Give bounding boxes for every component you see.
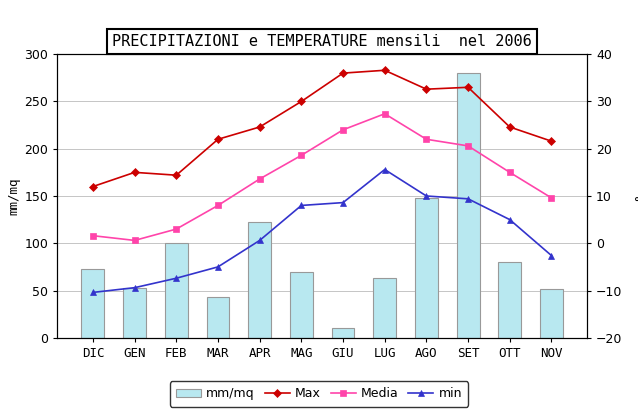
Bar: [248, 221, 271, 338]
Bar: [498, 262, 521, 338]
Y-axis label: mm/mq: mm/mq: [8, 177, 20, 215]
Title: PRECIPITAZIONI e TEMPERATURE mensili  nel 2006: PRECIPITAZIONI e TEMPERATURE mensili nel…: [112, 34, 532, 49]
Legend: mm/mq, Max, Media, min: mm/mq, Max, Media, min: [170, 381, 468, 407]
Bar: [290, 271, 313, 338]
Bar: [457, 73, 480, 338]
Bar: [207, 297, 230, 338]
Bar: [373, 278, 396, 338]
Bar: [165, 243, 188, 338]
Bar: [332, 328, 355, 338]
Bar: [123, 288, 146, 338]
Bar: [415, 198, 438, 338]
Bar: [82, 269, 105, 338]
Bar: [540, 289, 563, 338]
Y-axis label: °C: °C: [634, 196, 638, 210]
